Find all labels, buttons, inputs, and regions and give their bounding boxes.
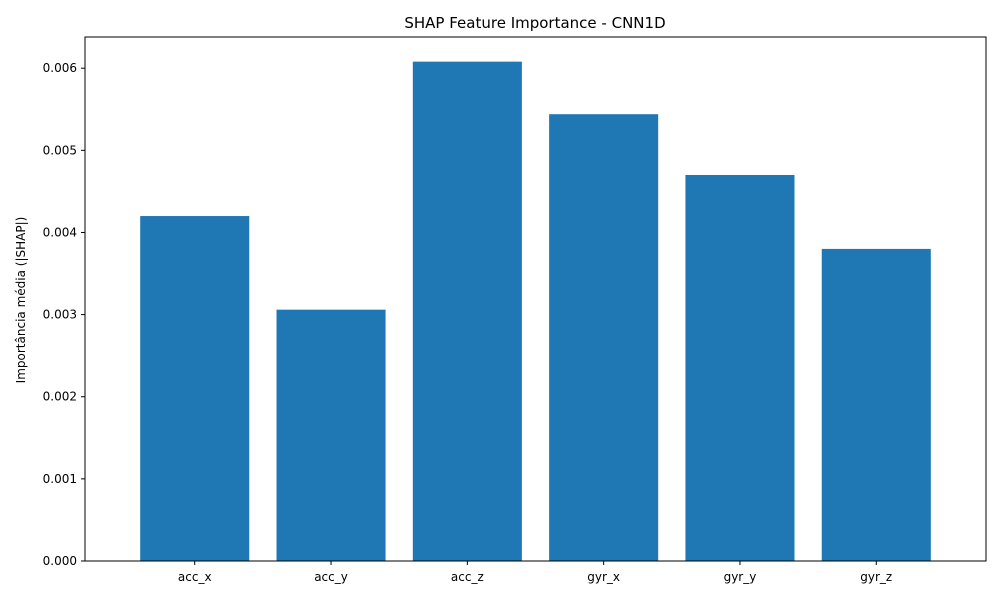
- y-tick-label: 0.003: [43, 308, 77, 322]
- x-tick-label: acc_z: [451, 570, 484, 584]
- x-tick-label: acc_y: [314, 570, 348, 584]
- y-axis-label: Importância média (|SHAP|): [14, 217, 28, 384]
- y-tick-label: 0.004: [43, 225, 77, 239]
- x-tick-label: gyr_x: [587, 570, 620, 584]
- x-tick-label: gyr_y: [724, 570, 757, 584]
- bar-gyr_y: [685, 174, 795, 561]
- y-tick-label: 0.005: [43, 143, 77, 157]
- x-tick-label: acc_x: [178, 570, 212, 584]
- bars-group: [140, 61, 931, 562]
- bar-gyr_z: [821, 248, 931, 561]
- y-tick-label: 0.001: [43, 472, 77, 486]
- bar-acc_z: [412, 61, 522, 562]
- x-axis-ticks: acc_x acc_y acc_z gyr_x gyr_y gyr_z: [178, 561, 892, 584]
- y-tick-label: 0.002: [43, 390, 77, 404]
- bar-acc_y: [276, 309, 386, 561]
- bar-acc_x: [140, 216, 250, 561]
- y-axis-ticks: 0.000 0.001 0.002 0.003 0.004 0.005 0.006: [43, 61, 85, 568]
- bar-gyr_x: [549, 114, 659, 561]
- plot-frame: [84, 36, 987, 562]
- y-tick-label: 0.006: [43, 61, 77, 75]
- x-tick-label: gyr_z: [860, 570, 892, 584]
- chart-title: SHAP Feature Importance - CNN1D: [404, 14, 665, 32]
- y-tick-label: 0.000: [43, 554, 77, 568]
